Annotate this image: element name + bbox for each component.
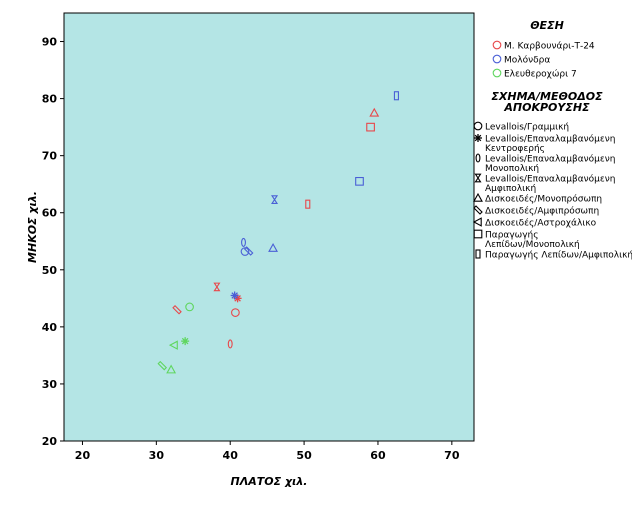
data-point bbox=[185, 302, 194, 312]
data-point bbox=[305, 199, 311, 209]
legend-shape-label: Κεντροφερής bbox=[485, 144, 545, 154]
legend-shape-label: Μονοπολική bbox=[485, 164, 539, 174]
axis-ticks: 20 30 40 50 60 70 20 30 40 50 60 70 80 90 bbox=[42, 36, 460, 462]
data-point bbox=[271, 195, 279, 204]
shape-legend: Levallois/ΓραμμικήLevallois/Επαναλαμβανό… bbox=[472, 121, 632, 261]
color-legend: Μ. Καρβουνάρι-Τ-24 Μολόνδρα Ελευθεροχώρι 7 bbox=[492, 40, 595, 80]
data-points bbox=[157, 91, 399, 374]
data-point bbox=[240, 247, 250, 256]
data-point bbox=[213, 282, 221, 292]
legend-shape-marker bbox=[475, 249, 481, 259]
legend-shape-label: Δισκοειδές/Μονοπρόσωπη bbox=[485, 194, 602, 205]
legend-shape-label: Levallois/Επαναλαμβανόμενη bbox=[485, 154, 615, 165]
data-point bbox=[366, 122, 375, 132]
legend-shape-marker bbox=[473, 192, 483, 202]
data-point bbox=[172, 304, 182, 315]
y-tick-label: 30 bbox=[42, 378, 58, 391]
data-point bbox=[231, 308, 240, 317]
legend-shape-marker bbox=[475, 153, 481, 163]
legend-site-label: Μ. Καρβουνάρι-Τ-24 bbox=[504, 42, 595, 52]
x-tick-label: 70 bbox=[444, 449, 460, 462]
legend-shape-label: Παραγωγής bbox=[485, 231, 539, 241]
legend-shape-label: Levallois/Γραμμική bbox=[485, 123, 569, 133]
legend-shape-title-line1: ΣΧΗΜΑ/ΜΕΘΟΔΟΣ bbox=[491, 90, 603, 103]
legend-shape-label: Λεπίδων/Μονοπολική bbox=[485, 240, 580, 250]
legend-site-label: Ελευθεροχώρι 7 bbox=[504, 69, 577, 80]
legend-shape-marker bbox=[474, 173, 482, 183]
y-tick-label: 60 bbox=[42, 207, 58, 220]
legend-site-title: ΘΕΣΗ bbox=[530, 19, 564, 32]
x-axis-label: ΠΛΑΤΟΣ χιλ. bbox=[231, 475, 308, 488]
legend-shape-label: Levallois/Επαναλαμβανόμενη bbox=[485, 134, 615, 145]
legend-shape-label: Δισκοειδές/Αστροχάλικο bbox=[485, 218, 597, 229]
x-tick-label: 50 bbox=[296, 449, 312, 462]
legend-shape-label: Παραγωγής Λεπίδων/Αμφιπολική bbox=[485, 251, 632, 261]
y-tick-label: 20 bbox=[42, 435, 58, 448]
data-point bbox=[168, 340, 178, 350]
data-point bbox=[227, 339, 233, 349]
data-point bbox=[157, 360, 168, 371]
legend-shape-marker bbox=[473, 121, 483, 131]
legend-shape-marker bbox=[474, 134, 482, 142]
data-point bbox=[230, 291, 239, 300]
y-tick-label: 80 bbox=[42, 93, 58, 106]
data-point bbox=[181, 337, 190, 346]
y-axis-label: ΜΗΚΟΣ χιλ. bbox=[26, 191, 39, 263]
legend-shape-label: Δισκοειδές/Αμφιπρόσωπη bbox=[485, 206, 599, 217]
legend-site-marker bbox=[492, 40, 502, 50]
y-tick-label: 70 bbox=[42, 150, 58, 163]
legend-site-marker bbox=[492, 68, 502, 78]
x-tick-label: 40 bbox=[223, 449, 239, 462]
data-point bbox=[369, 107, 380, 117]
y-tick-label: 90 bbox=[42, 36, 58, 49]
legend-shape-label: Αμφιπολική bbox=[485, 184, 536, 194]
data-point bbox=[393, 91, 399, 101]
legend-shape-marker bbox=[473, 205, 483, 215]
data-point bbox=[268, 242, 278, 252]
legend-shape-title-line2: ΑΠΟΚΡΟΥΣΗΣ bbox=[503, 101, 590, 114]
data-point bbox=[166, 364, 177, 374]
legend-shape-label: Levallois/Επαναλαμβανόμενη bbox=[485, 174, 615, 185]
legend: ΘΕΣΗ Μ. Καρβουνάρι-Τ-24 Μολόνδρα Ελευθεροχ… bbox=[472, 19, 632, 261]
x-tick-label: 30 bbox=[149, 449, 165, 462]
legend-site-label: Μολόνδρα bbox=[504, 55, 550, 66]
y-tick-label: 50 bbox=[42, 264, 58, 277]
legend-site-marker bbox=[492, 54, 502, 64]
legend-shape-marker bbox=[473, 229, 483, 239]
data-point bbox=[241, 237, 246, 247]
plot-area bbox=[63, 12, 475, 442]
legend-shape-marker bbox=[472, 217, 482, 227]
x-tick-label: 20 bbox=[75, 449, 91, 462]
data-point bbox=[355, 176, 364, 186]
y-tick-label: 40 bbox=[42, 321, 58, 334]
x-tick-label: 60 bbox=[370, 449, 386, 462]
